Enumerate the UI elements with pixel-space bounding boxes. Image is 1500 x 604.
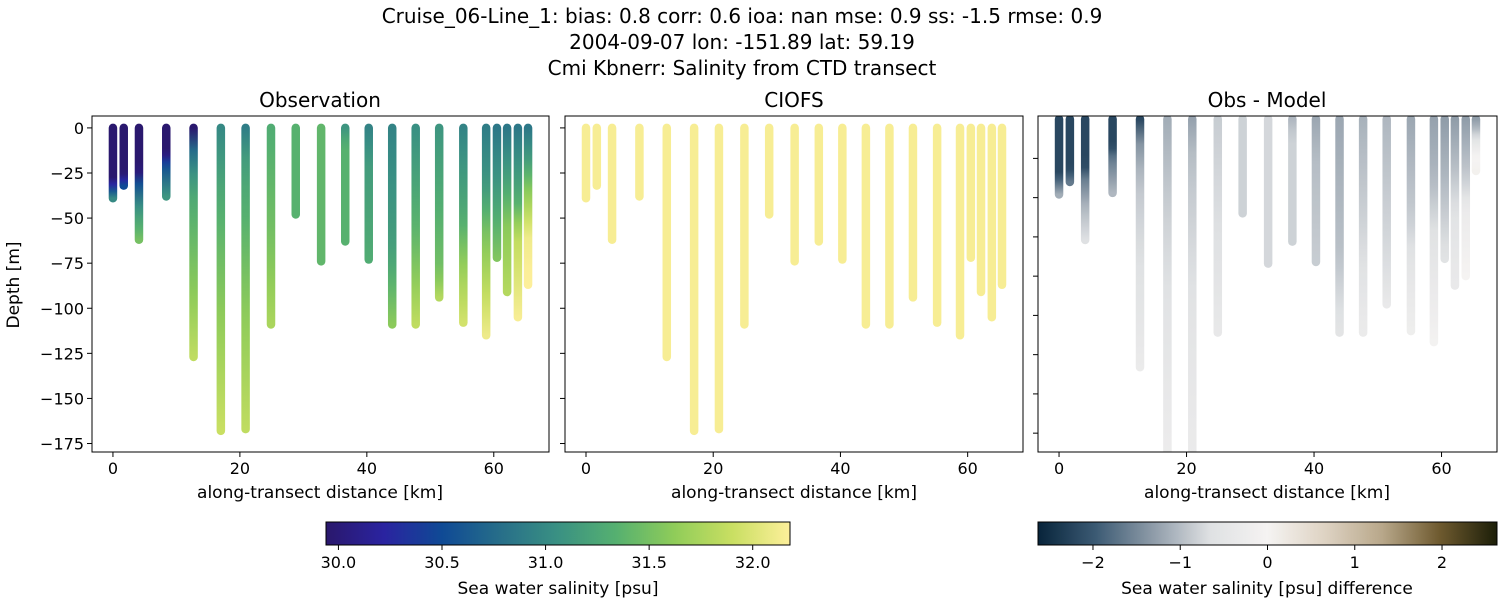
- x-tick-label: 0: [1054, 459, 1064, 478]
- y-tick-label: −50: [50, 209, 84, 228]
- colorbar-tick-label: 31.5: [631, 553, 667, 572]
- x-tick-label: 60: [484, 459, 504, 478]
- salinity-colorbar-label: Sea water salinity [psu]: [458, 579, 659, 599]
- title-line-3: Cmi Kbnerr: Salinity from CTD transect: [548, 56, 937, 80]
- model-panel-title: CIOFS: [764, 88, 823, 112]
- colorbar-tick-label: 31.0: [528, 553, 564, 572]
- x-tick-label: 20: [1176, 459, 1196, 478]
- diff-profiles: [1054, 116, 1481, 452]
- obs-panel-title: Observation: [259, 88, 381, 112]
- y-tick-label: −25: [50, 164, 84, 183]
- y-tick-label: −175: [40, 435, 84, 454]
- y-tick-label: −125: [40, 344, 84, 363]
- colorbar-tick-label: −1: [1168, 553, 1192, 572]
- colorbar-tick-label: 0: [1262, 553, 1272, 572]
- colorbar-tick-label: 2: [1437, 553, 1447, 572]
- x-tick-label: 40: [830, 459, 850, 478]
- colorbar-tick-label: 30.0: [321, 553, 357, 572]
- obs-x-axis-label: along-transect distance [km]: [197, 483, 443, 503]
- difference-colorbar: [1037, 521, 1498, 546]
- obs-axes-frame: [91, 115, 550, 453]
- y-tick-label: −150: [40, 389, 84, 408]
- model-profiles: [581, 123, 1007, 436]
- colorbar-tick-label: −2: [1081, 553, 1105, 572]
- difference-colorbar-label: Sea water salinity [psu] difference: [1121, 579, 1413, 599]
- x-tick-label: 20: [230, 459, 250, 478]
- colorbar-tick-label: 32.0: [735, 553, 771, 572]
- title-line-2: 2004-09-07 lon: -151.89 lat: 59.19: [569, 30, 915, 54]
- model-x-axis-label: along-transect distance [km]: [671, 483, 917, 503]
- x-tick-label: 0: [108, 459, 118, 478]
- y-axis-label: Depth [m]: [4, 241, 24, 328]
- model-axes-frame: [564, 115, 1024, 453]
- x-tick-label: 40: [1304, 459, 1324, 478]
- obs-profiles: [108, 123, 533, 436]
- y-tick-label: −100: [40, 299, 84, 318]
- colorbar-tick-label: 1: [1350, 553, 1360, 572]
- x-tick-label: 0: [581, 459, 591, 478]
- colorbar-tick-label: 30.5: [424, 553, 460, 572]
- title-line-1: Cruise_06-Line_1: bias: 0.8 corr: 0.6 io…: [382, 4, 1103, 28]
- x-tick-label: 60: [957, 459, 977, 478]
- x-tick-label: 40: [357, 459, 377, 478]
- y-tick-label: 0: [74, 119, 84, 138]
- x-tick-label: 20: [703, 459, 723, 478]
- diff-panel-title: Obs - Model: [1208, 88, 1327, 112]
- y-tick-label: −75: [50, 254, 84, 273]
- diff-axes-frame: [1037, 115, 1498, 453]
- diff-x-axis-label: along-transect distance [km]: [1144, 483, 1390, 503]
- x-tick-label: 60: [1431, 459, 1451, 478]
- salinity-colorbar: [325, 521, 791, 546]
